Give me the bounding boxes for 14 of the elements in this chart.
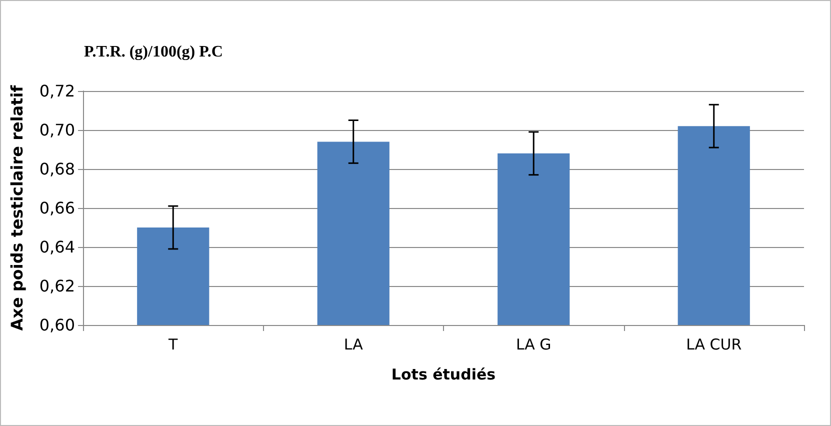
x-tick-label: T	[168, 336, 179, 354]
y-tick-label: 0,72	[39, 82, 75, 100]
x-tick-label: LA CUR	[686, 336, 742, 354]
y-tick-label: 0,70	[39, 120, 75, 140]
x-tick-label: LA	[344, 336, 364, 354]
chart-title: P.T.R. (g)/100(g) P.C	[84, 44, 223, 60]
y-tick-label: 0,60	[39, 316, 75, 334]
y-tick-label: 0,64	[39, 238, 75, 256]
y-tick-label: 0,66	[39, 198, 75, 218]
y-tick-label: 0,68	[39, 160, 75, 178]
x-tick-label: LA G	[516, 336, 552, 354]
y-tick-label: 0,62	[39, 276, 75, 296]
y-axis-title: Axe poids testiclaire relatif	[8, 84, 26, 331]
x-axis-title: Lots étudiés	[391, 366, 496, 384]
